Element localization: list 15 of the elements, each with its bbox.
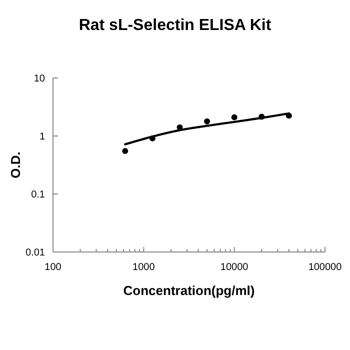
point (122, 148, 128, 154)
x-tick-label: 100 (44, 262, 62, 273)
y-tick-label: 0.01 (26, 248, 46, 258)
x-tick-label: 1000 (132, 262, 156, 273)
y-tick-label: 1 (39, 132, 46, 142)
chart-title: Rat sL-Selectin ELISA Kit (78, 17, 272, 34)
y-axis-title: O.D. (8, 152, 23, 178)
y-tick-label: 0.1 (31, 190, 46, 200)
x-axis-title: Concentration(pg/ml) (123, 283, 255, 298)
x-tick-label: 100000 (308, 262, 342, 273)
point (231, 114, 238, 120)
point (204, 118, 210, 124)
y-tick-label: 10 (34, 74, 46, 84)
line-series (124, 112, 290, 146)
x-tick-label: 10000 (220, 262, 249, 273)
